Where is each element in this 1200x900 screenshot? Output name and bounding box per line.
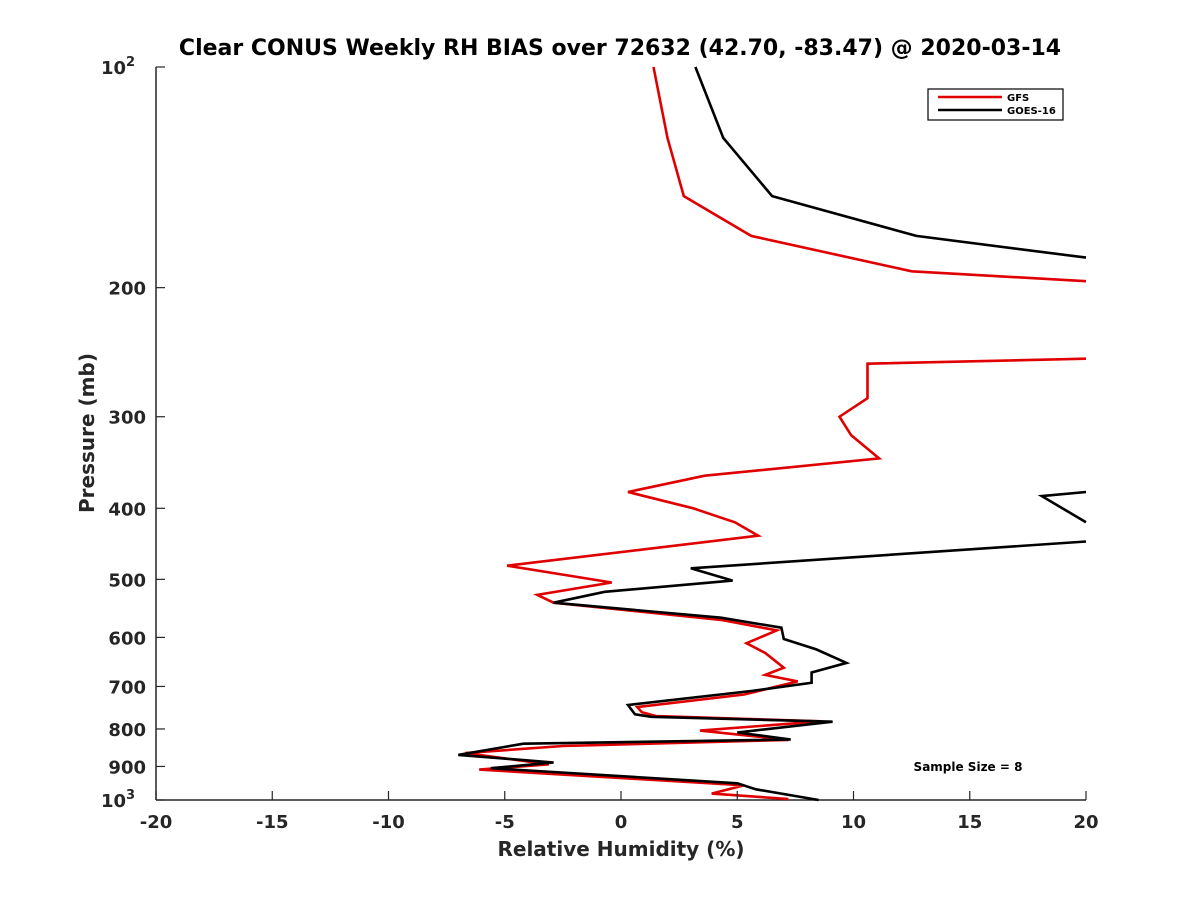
- y-axis-label: Pressure (mb): [75, 353, 99, 513]
- y-tick-label: 900: [108, 757, 146, 778]
- sample-size-annotation: Sample Size = 8: [914, 760, 1023, 774]
- y-tick-label: 10: [101, 791, 126, 812]
- x-tick-label: -10: [372, 812, 405, 833]
- y-tick-exponent: 3: [126, 788, 135, 803]
- series-layer: [458, 66, 1087, 802]
- x-tick-label: 20: [1073, 812, 1098, 833]
- x-tick-label: -15: [256, 812, 289, 833]
- x-tick-label: 5: [731, 812, 744, 833]
- plot-area: [155, 66, 1087, 802]
- y-tick-label: 700: [108, 677, 146, 698]
- y-tick-label: 10: [101, 58, 126, 79]
- y-tick-label: 200: [108, 279, 146, 300]
- y-tick-label: 800: [108, 720, 146, 741]
- y-tick-label: 500: [108, 570, 146, 591]
- series-line-goes16: [458, 66, 1087, 802]
- legend: GFS GOES-16: [927, 88, 1064, 121]
- x-tick-label: 0: [615, 812, 628, 833]
- x-tick-label: -5: [495, 812, 515, 833]
- series-line-gfs: [465, 66, 1087, 801]
- legend-box: [927, 88, 1064, 121]
- y-tick-exponent: 2: [126, 55, 135, 70]
- legend-label-gfs: GFS: [1007, 93, 1029, 104]
- x-tick-label: 15: [957, 812, 982, 833]
- x-ticks: -20 -15 -10 -5 0 5 10 15 20: [140, 791, 1099, 833]
- chart-title: Clear CONUS Weekly RH BIAS over 72632 (4…: [179, 36, 1061, 61]
- plot-background: [156, 67, 1086, 800]
- x-tick-label: 10: [841, 812, 866, 833]
- y-tick-label: 600: [108, 628, 146, 649]
- y-tick-label: 400: [108, 499, 146, 520]
- legend-label-goes16: GOES-16: [1007, 106, 1056, 117]
- y-tick-label: 300: [108, 408, 146, 429]
- x-axis-label: Relative Humidity (%): [497, 837, 744, 861]
- x-tick-label: -20: [140, 812, 173, 833]
